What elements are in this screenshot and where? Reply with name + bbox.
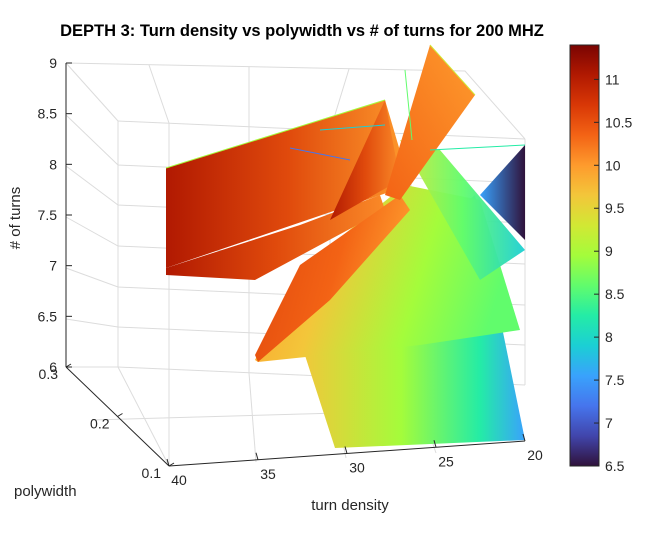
colorbar-tick-label: 9.5 xyxy=(605,200,625,216)
x-tick-mark xyxy=(433,440,437,448)
surface-patch-dark-corner xyxy=(480,145,525,240)
z-axis-label: # of turns xyxy=(7,187,24,250)
surface-patch-spike-right xyxy=(385,45,475,200)
surface-plot xyxy=(165,44,526,448)
surface-patch-left-top xyxy=(166,100,410,268)
colorbar xyxy=(569,44,600,467)
x-tick-label: 35 xyxy=(260,466,276,482)
colorbar-tick-label: 9 xyxy=(605,243,613,259)
y-tick-mark xyxy=(168,462,175,467)
chart-title: DEPTH 3: Turn density vs polywidth vs # … xyxy=(60,22,544,40)
x-tick-mark xyxy=(344,446,348,454)
x-tick-labels: 40 35 30 25 20 xyxy=(166,433,543,488)
colorbar-tick-label: 8.5 xyxy=(605,286,625,302)
colorbar-tick-label: 8 xyxy=(605,329,613,345)
z-tick-label: 6 xyxy=(49,359,57,375)
colorbar-tick-label: 11 xyxy=(605,71,620,87)
y-tick-mark xyxy=(117,413,123,417)
z-tick-labels: 6 6.5 7 7.5 8 8.5 9 xyxy=(38,55,72,375)
z-tick-label: 8 xyxy=(49,156,57,172)
x-tick-mark xyxy=(522,433,526,442)
colorbar-tick-label: 10.5 xyxy=(605,114,632,130)
x-tick-mark xyxy=(255,452,259,460)
surface-patch-spike-left xyxy=(330,100,400,220)
surface-edge xyxy=(429,144,526,151)
y-axis-label: polywidth xyxy=(14,483,77,500)
colorbar-tick-label: 7 xyxy=(605,415,613,431)
x-tick-mark xyxy=(166,458,170,467)
colorbar-tick-label: 7.5 xyxy=(605,372,625,388)
surface-edge xyxy=(289,147,351,161)
y-tick-mark xyxy=(65,363,72,368)
x-tick-label: 30 xyxy=(349,460,365,476)
surface-edge xyxy=(165,99,386,169)
z-tick-label: 9 xyxy=(49,55,57,71)
y-tick-labels: 0.1 0.2 0.3 xyxy=(39,363,175,481)
z-tick-label: 6.5 xyxy=(38,308,58,324)
surface-patch-right-mid xyxy=(400,140,525,280)
x-tick-label: 25 xyxy=(438,453,454,469)
y-tick-label: 0.3 xyxy=(39,366,59,382)
surface-edge xyxy=(319,124,386,131)
colorbar-tick-label: 10 xyxy=(605,157,621,173)
surface-edge xyxy=(404,69,413,141)
x-tick-label: 40 xyxy=(171,472,187,488)
y-tick-label: 0.2 xyxy=(90,416,110,432)
surface-edge xyxy=(429,44,476,96)
x-tick-label: 20 xyxy=(527,447,543,463)
z-tick-label: 7 xyxy=(49,258,57,274)
x-axis-label: turn density xyxy=(311,497,389,514)
colorbar-tick-labels: 6.5 7 7.5 8 8.5 9 9.5 10 10.5 11 xyxy=(594,71,632,474)
colorbar-tick-label: 6.5 xyxy=(605,458,625,474)
y-tick-label: 0.1 xyxy=(142,465,162,481)
z-tick-label: 7.5 xyxy=(38,207,58,223)
surface-patch-left-fold xyxy=(166,195,385,280)
surface-patch-front-ramp xyxy=(255,195,410,362)
z-tick-label: 8.5 xyxy=(38,106,58,122)
